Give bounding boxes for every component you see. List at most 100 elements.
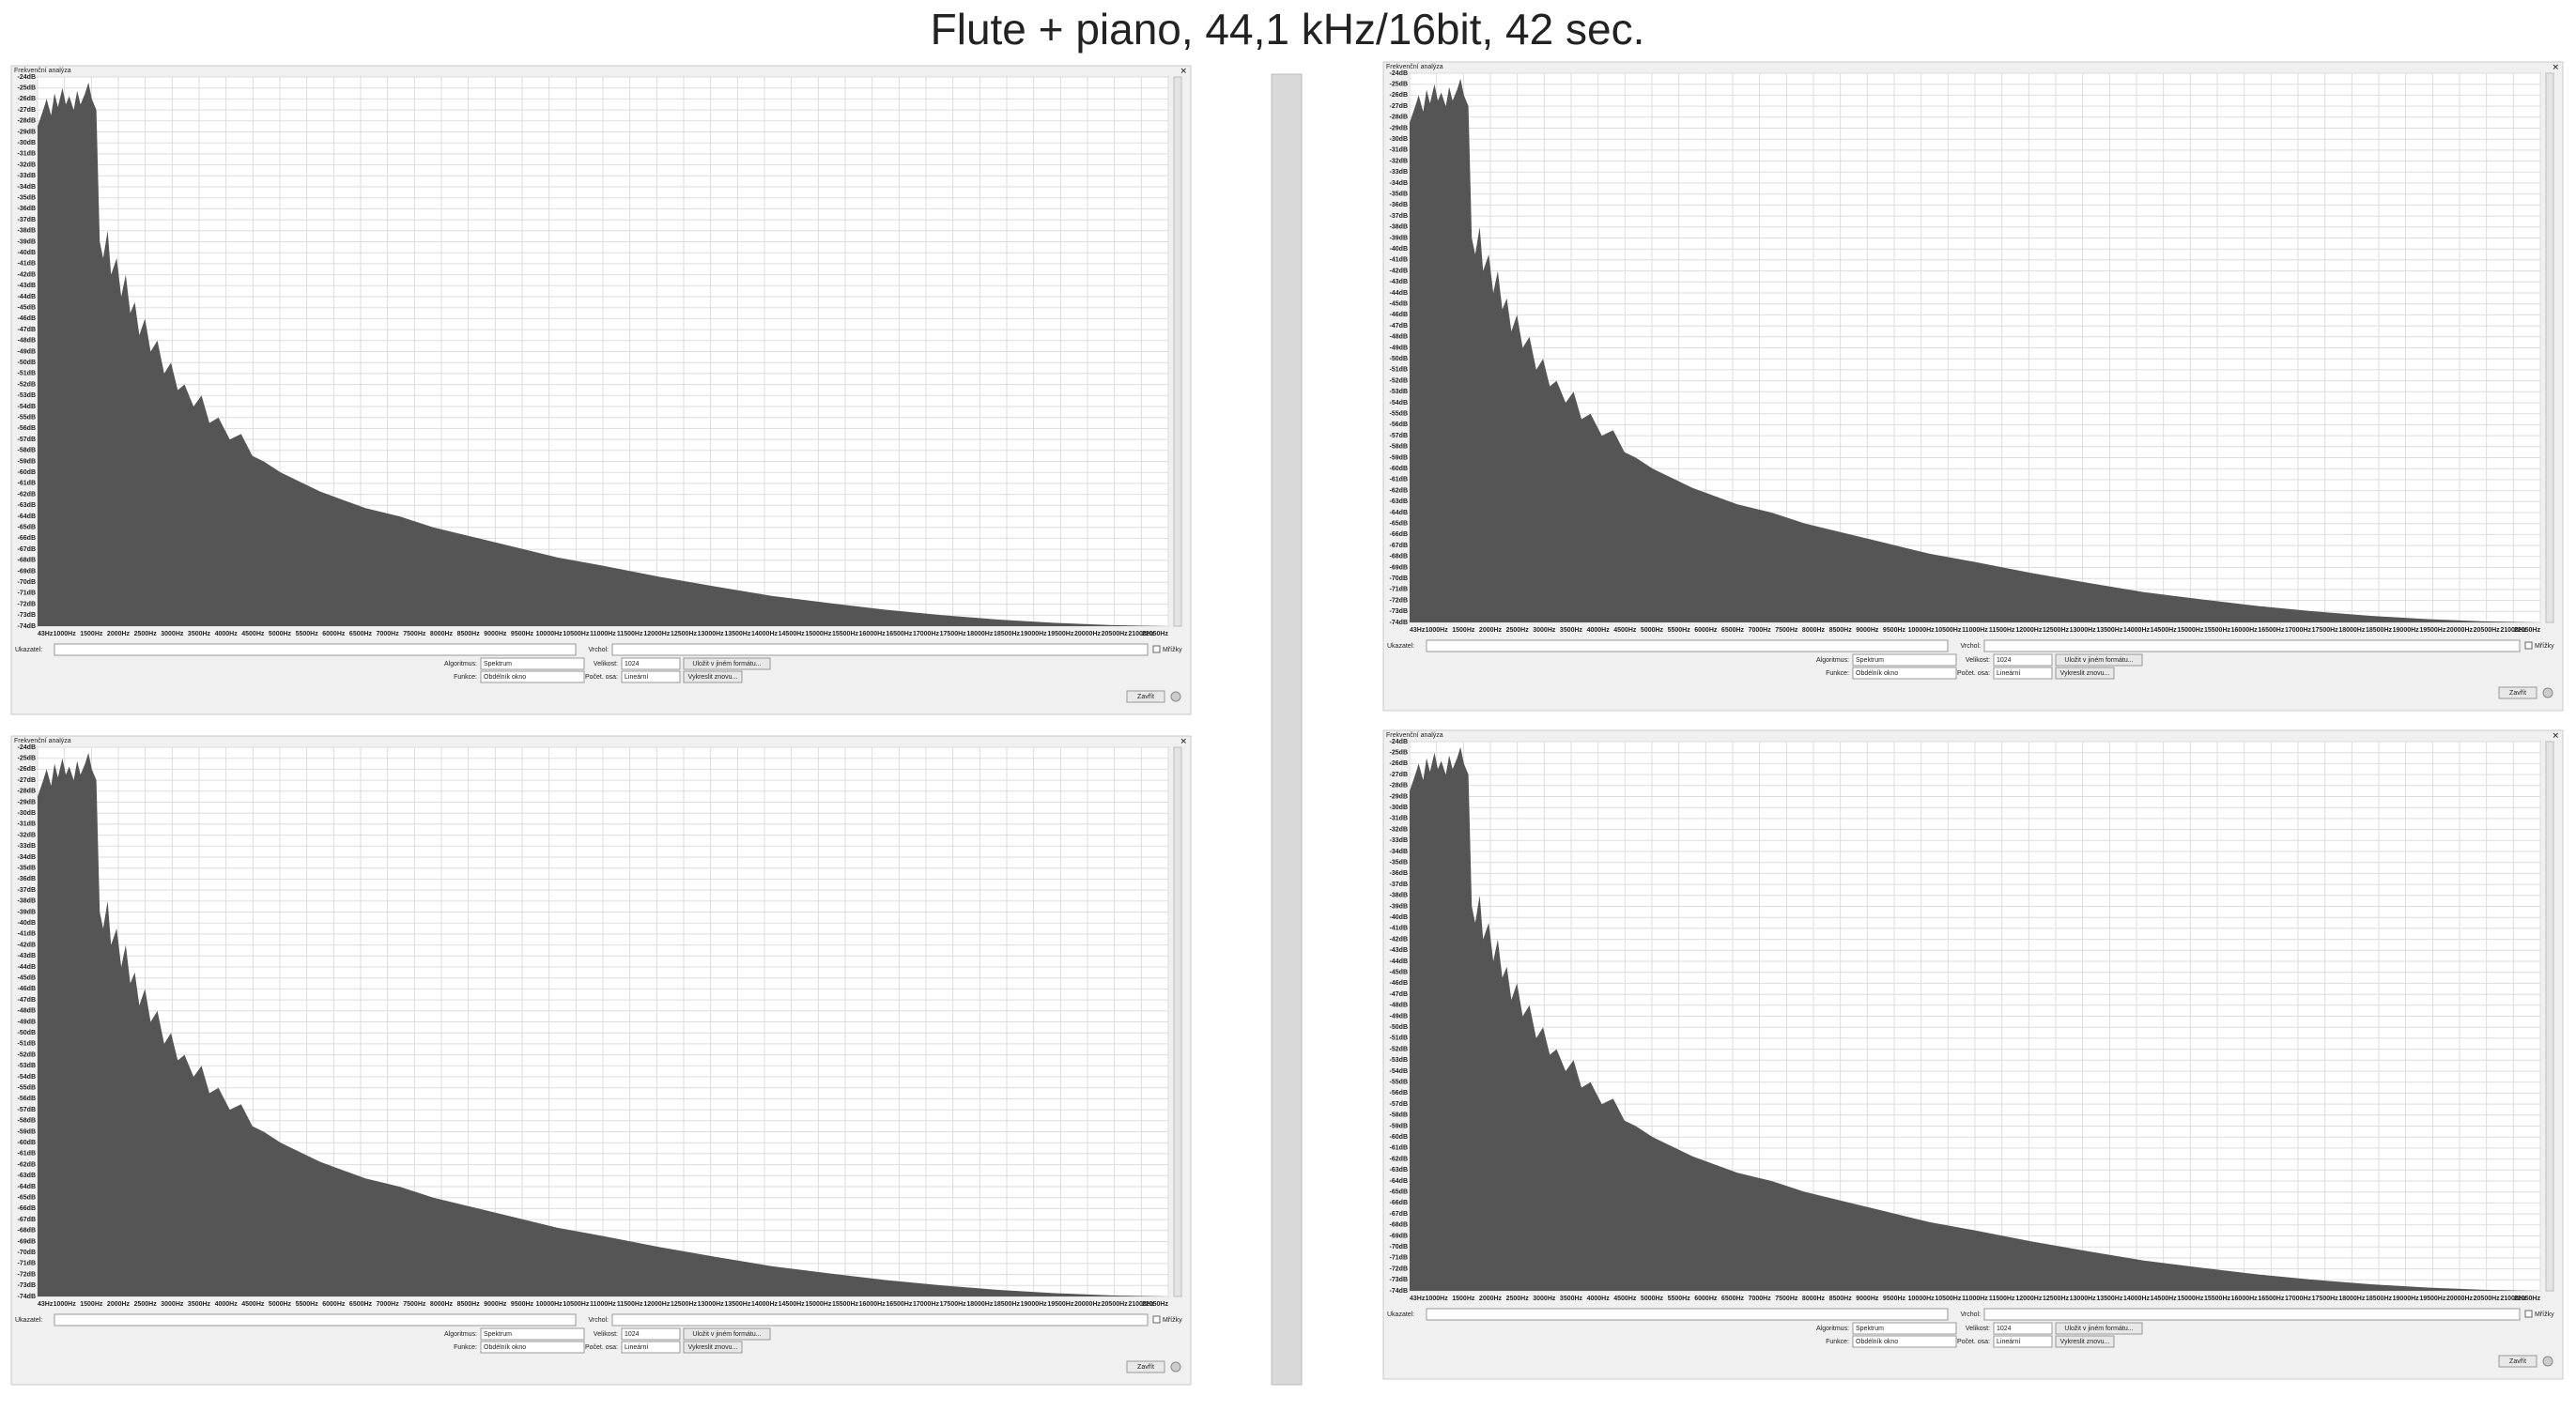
size-select[interactable]	[621, 1327, 681, 1341]
close-button[interactable]	[2498, 1355, 2537, 1368]
replot-button-text: Vykreslit znovu...	[688, 1344, 738, 1351]
algorithm-select[interactable]	[480, 1327, 585, 1341]
x-axis-label: 20000Hz	[1074, 631, 1102, 637]
close-button[interactable]	[2498, 686, 2537, 699]
zoom-slider[interactable]	[1173, 746, 1182, 1297]
replot-button[interactable]	[2055, 1335, 2115, 1348]
cursor-field[interactable]	[1426, 639, 1949, 652]
y-axis-label: -68dB	[18, 1228, 36, 1235]
x-axis-label: 19000Hz	[1021, 631, 1048, 637]
zoom-slider[interactable]	[1173, 76, 1182, 627]
size-select[interactable]	[1993, 1322, 2053, 1335]
x-axis-label: 1000Hz	[1426, 1296, 1449, 1302]
x-axis-label: 18000Hz	[966, 631, 994, 637]
size-select[interactable]	[1993, 653, 2053, 667]
y-axis-label: -67dB	[1390, 1211, 1408, 1218]
cursor-field[interactable]	[54, 643, 577, 656]
y-axis-label: -43dB	[1390, 279, 1408, 285]
axis-select[interactable]	[1993, 1335, 2053, 1348]
grid-checkbox[interactable]	[1152, 645, 1161, 653]
x-axis-label: 5500Hz	[296, 1301, 319, 1308]
y-axis-label: -59dB	[18, 1128, 36, 1135]
x-axis-label: 17500Hz	[940, 1301, 967, 1308]
x-axis-label: 8500Hz	[1829, 627, 1853, 634]
help-button[interactable]	[2542, 1356, 2553, 1367]
function-select[interactable]	[480, 1341, 585, 1354]
replot-button[interactable]	[683, 670, 743, 683]
size-select[interactable]	[621, 657, 681, 670]
x-axis-label: 10000Hz	[1908, 1296, 1936, 1302]
x-axis-label: 2000Hz	[1479, 627, 1503, 634]
y-axis-label: -65dB	[18, 525, 36, 531]
peak-field[interactable]	[611, 1313, 1149, 1327]
x-axis-label: 19500Hz	[1047, 631, 1074, 637]
x-axis-label: 10000Hz	[536, 631, 563, 637]
function-select[interactable]	[1852, 1335, 1957, 1348]
y-axis-label: -49dB	[18, 1019, 36, 1025]
size-select-text: 1024	[1997, 657, 2012, 664]
y-axis-label: -26dB	[1390, 92, 1408, 99]
algorithm-label: Algoritmus:	[444, 661, 477, 667]
peak-field[interactable]	[611, 643, 1149, 656]
grid-checkbox[interactable]	[1152, 1315, 1161, 1324]
y-axis-label: -38dB	[18, 898, 36, 905]
y-axis-label: -32dB	[18, 161, 36, 168]
function-select[interactable]	[480, 670, 585, 683]
cursor-field[interactable]	[54, 1313, 577, 1327]
x-axis-label: 10500Hz	[1935, 627, 1962, 634]
x-axis-label: 9000Hz	[1856, 627, 1879, 634]
cursor-field[interactable]	[1426, 1308, 1949, 1321]
x-axis-label: 18500Hz	[994, 631, 1021, 637]
axis-select[interactable]	[621, 1341, 681, 1354]
y-axis-label: -31dB	[18, 151, 36, 158]
zoom-slider[interactable]	[2545, 741, 2554, 1292]
algorithm-select[interactable]	[1852, 653, 1957, 667]
close-button[interactable]	[1126, 690, 1165, 703]
grid-checkbox[interactable]	[2524, 1310, 2533, 1318]
y-axis-label: -31dB	[1390, 816, 1408, 822]
y-axis-label: -39dB	[18, 238, 36, 245]
export-button[interactable]	[2055, 1322, 2143, 1335]
export-button[interactable]	[683, 657, 771, 670]
replot-button[interactable]	[2055, 667, 2115, 680]
close-button[interactable]	[1126, 1360, 1165, 1373]
help-button[interactable]	[2542, 687, 2553, 698]
y-axis-label: -48dB	[18, 338, 36, 345]
y-axis-label: -29dB	[1390, 125, 1408, 131]
axis-select[interactable]	[621, 670, 681, 683]
y-axis-label: -74dB	[18, 1294, 36, 1300]
y-axis-label: -30dB	[18, 140, 36, 146]
y-axis-label: -73dB	[18, 1282, 36, 1289]
x-axis-label: 12500Hz	[671, 1301, 698, 1308]
x-axis-label: 20000Hz	[1074, 1301, 1102, 1308]
export-button[interactable]	[2055, 653, 2143, 667]
y-axis-label: -36dB	[1390, 202, 1408, 208]
y-axis-label: -66dB	[1390, 1200, 1408, 1206]
x-axis-label: 5000Hz	[269, 1301, 292, 1308]
peak-field[interactable]	[1983, 1308, 2521, 1321]
peak-field[interactable]	[1983, 639, 2521, 652]
help-button[interactable]	[1170, 691, 1181, 702]
export-button[interactable]	[683, 1327, 771, 1341]
function-select[interactable]	[1852, 667, 1957, 680]
x-axis-label: 6500Hz	[349, 1301, 373, 1308]
y-axis-label: -45dB	[1390, 301, 1408, 308]
help-button[interactable]	[1170, 1361, 1181, 1373]
grid-checkbox[interactable]	[2524, 641, 2533, 650]
y-axis-label: -49dB	[1390, 1013, 1408, 1020]
x-axis-label: 1500Hz	[80, 631, 103, 637]
x-axis-label: 14000Hz	[751, 631, 779, 637]
zoom-slider[interactable]	[2545, 72, 2554, 623]
y-axis-label: -36dB	[18, 876, 36, 882]
algorithm-select[interactable]	[1852, 1322, 1957, 1335]
y-axis-label: -58dB	[1390, 1112, 1408, 1119]
close-button-text: Zavřít	[1137, 1364, 1154, 1371]
x-axis-label: 5500Hz	[296, 631, 319, 637]
axis-select[interactable]	[1993, 667, 2053, 680]
x-axis-label: 14500Hz	[779, 1301, 806, 1308]
close-button-text: Zavřít	[2509, 690, 2526, 697]
replot-button[interactable]	[683, 1341, 743, 1354]
x-axis-label: 21000Hz	[2500, 1296, 2527, 1302]
x-axis-label: 6500Hz	[349, 631, 373, 637]
algorithm-select[interactable]	[480, 657, 585, 670]
